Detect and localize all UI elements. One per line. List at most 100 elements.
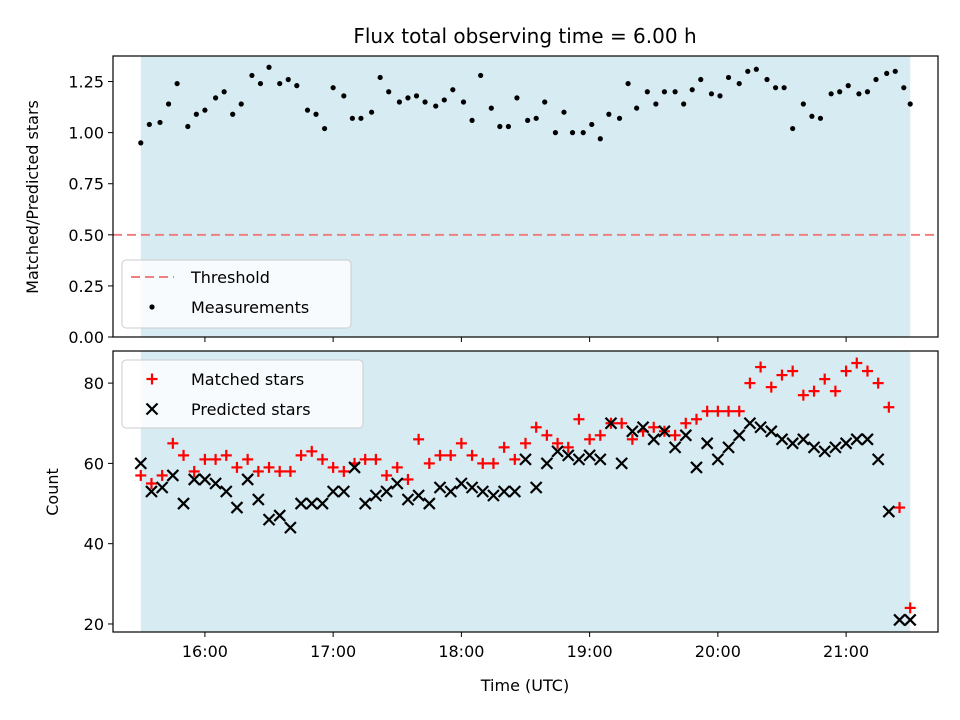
- predicted-star-point: [380, 485, 393, 498]
- matched-star-point: [295, 449, 307, 461]
- predicted-star-point: [230, 501, 244, 514]
- predicted-star-point: [273, 509, 286, 522]
- top-panel: 0.00 0.25 0.50 0.75 1.00 1.25 Matched/Predict…: [23, 55, 939, 347]
- predicted-star-point: [850, 433, 864, 446]
- matched-star-point: [509, 453, 521, 465]
- predicted-star-point: [893, 613, 906, 627]
- measurement-point: [441, 97, 447, 103]
- measurement-point: [644, 89, 650, 95]
- matched-star-point: [690, 413, 702, 425]
- y-tick-label: 40: [84, 535, 104, 554]
- y-tick-label: 1.00: [68, 124, 104, 143]
- matched-star-point: [861, 365, 873, 377]
- predicted-star-point: [145, 485, 158, 498]
- bottom-legend: Matched stars Predicted stars: [121, 359, 364, 429]
- measurement-point: [745, 68, 751, 74]
- predicted-star-point: [262, 513, 276, 526]
- predicted-stars-points: [134, 416, 917, 627]
- bottom-x-ticks: 16:00 17:00 18:00 19:00 20:00 21:00: [182, 632, 869, 661]
- matched-star-point: [723, 405, 735, 417]
- measurement-point: [781, 85, 787, 91]
- measurement-point: [689, 87, 695, 93]
- measurement-point: [828, 91, 834, 97]
- predicted-star-point: [358, 497, 372, 510]
- matched-star-point: [701, 405, 713, 417]
- measurement-point: [634, 105, 640, 111]
- matched-star-point: [594, 429, 606, 441]
- predicted-star-point: [487, 489, 500, 502]
- measurement-point: [809, 113, 815, 119]
- predicted-star-point: [668, 441, 682, 454]
- measurement-point: [330, 85, 336, 91]
- predicted-star-point: [444, 485, 457, 498]
- predicted-star-point: [604, 416, 618, 430]
- measurement-point: [514, 95, 520, 101]
- matched-star-point: [455, 437, 467, 449]
- matched-star-point: [199, 453, 211, 465]
- predicted-star-point: [337, 485, 351, 498]
- measurement-point: [221, 89, 227, 95]
- predicted-star-point: [423, 497, 436, 510]
- matched-star-point: [167, 437, 179, 449]
- bottom-y-ticks: 20 40 60 80: [84, 374, 113, 634]
- matched-star-point: [274, 465, 286, 477]
- matched-star-point: [477, 457, 489, 469]
- matched-star-point: [765, 381, 777, 393]
- predicted-star-point: [284, 521, 297, 534]
- y-tick-label: 1.25: [68, 73, 104, 92]
- measurement-point: [146, 121, 152, 128]
- measurement-point: [505, 123, 512, 130]
- matched-star-point: [573, 413, 585, 425]
- predicted-star-point: [903, 613, 917, 627]
- matched-star-point: [210, 453, 222, 465]
- matched-star-point: [145, 477, 157, 489]
- bottom-plot-frame: [112, 350, 939, 633]
- legend-matched-swatch: [146, 373, 158, 385]
- measurement-point: [304, 107, 311, 113]
- matched-star-point: [263, 461, 275, 473]
- matched-star-point: [755, 361, 767, 373]
- predicted-star-point: [743, 416, 757, 430]
- predicted-star-point: [155, 481, 169, 494]
- predicted-star-point: [658, 425, 671, 438]
- y-tick-label: 60: [84, 454, 104, 473]
- predicted-star-point: [166, 469, 180, 482]
- y-tick-label: 0.50: [68, 226, 104, 245]
- predicted-star-point: [198, 473, 212, 486]
- measurement-point: [580, 130, 586, 136]
- matched-star-point: [797, 389, 809, 401]
- measurement-point: [569, 130, 576, 136]
- measurement-point: [157, 119, 163, 126]
- legend-measurements-label: Measurements: [191, 298, 309, 317]
- legend-matched-label: Matched stars: [191, 370, 304, 389]
- measurement-point: [313, 111, 319, 117]
- predicted-star-point: [561, 449, 575, 462]
- predicted-star-point: [497, 485, 511, 498]
- bottom-legend-box: [121, 359, 364, 429]
- matched-star-point: [669, 429, 681, 441]
- predicted-star-point: [540, 457, 554, 470]
- measurement-point: [405, 95, 411, 101]
- measurement-point: [800, 101, 806, 107]
- measurement-point: [597, 136, 603, 142]
- measurement-point: [193, 111, 199, 117]
- measurement-point: [708, 91, 715, 97]
- matched-star-point: [872, 377, 884, 389]
- measurement-point: [681, 101, 687, 107]
- predicted-star-point: [241, 473, 254, 486]
- x-tick-label: 21:00: [823, 642, 869, 661]
- y-tick-label: 0.75: [68, 175, 104, 194]
- matched-star-point: [231, 461, 243, 473]
- matched-star-point: [712, 405, 724, 417]
- matched-star-point: [413, 433, 425, 445]
- measurement-point: [249, 72, 255, 79]
- predicted-star-point: [636, 420, 650, 434]
- measurement-point: [661, 89, 668, 95]
- measurement-point: [672, 89, 678, 95]
- measurement-point: [698, 76, 704, 83]
- legend-measurements-swatch: [149, 304, 155, 310]
- predicted-star-point: [177, 497, 190, 510]
- matched-star-point: [242, 453, 254, 465]
- measurement-point: [717, 93, 723, 99]
